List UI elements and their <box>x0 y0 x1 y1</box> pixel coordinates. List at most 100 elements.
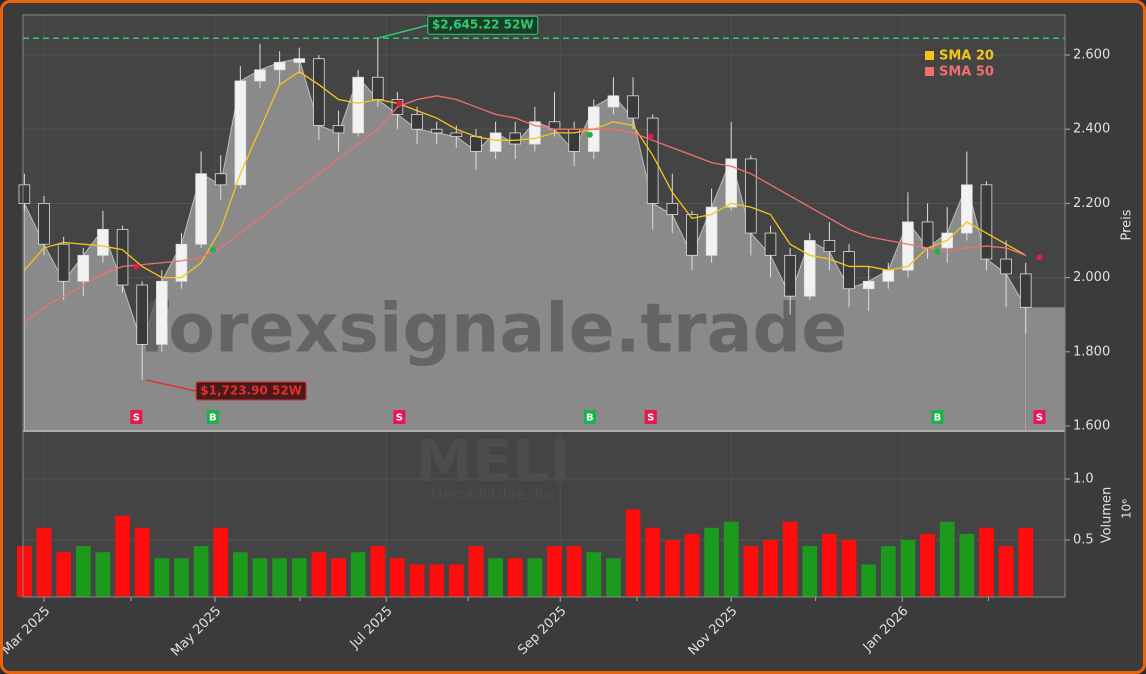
chart: forexsignale.trade MELI MercadoLibre, In… <box>3 14 1135 660</box>
volume-bar <box>841 539 857 597</box>
volume-bar <box>959 533 975 597</box>
candle-body <box>823 240 836 253</box>
volume-bar <box>998 546 1014 597</box>
volume-bar <box>291 558 307 597</box>
candle-body <box>18 184 31 204</box>
volume-bar <box>880 546 896 597</box>
signal-label: S <box>1036 413 1043 424</box>
legend-swatch <box>925 51 934 60</box>
candle-body <box>489 132 502 152</box>
volume-bar <box>448 564 464 597</box>
candle-body <box>529 121 541 145</box>
volume-bar <box>664 539 680 597</box>
volume-axis-label: Volumen <box>1100 487 1115 544</box>
candle-body <box>862 280 875 290</box>
y-tick-label: 1.600 <box>1073 418 1110 433</box>
watermark: forexsignale.trade <box>139 290 848 369</box>
candle-body <box>764 232 777 256</box>
volume-bar <box>979 527 994 597</box>
volume-bar <box>370 546 386 597</box>
candle-body <box>234 80 247 186</box>
symbol: MELI <box>415 427 571 495</box>
volume-bar <box>1018 527 1034 597</box>
y-tick-label: 1.800 <box>1073 344 1110 359</box>
volume-bar <box>154 558 170 597</box>
candle-body <box>686 214 698 256</box>
candle-body <box>38 202 50 245</box>
candle-body <box>430 128 443 134</box>
signal-dot <box>209 246 216 253</box>
volume-bar <box>566 546 582 597</box>
volume-bar <box>782 521 798 597</box>
y-tick-label: 2.400 <box>1073 122 1110 137</box>
candle-body <box>961 184 973 234</box>
candle-body <box>607 95 620 108</box>
volume-bar <box>861 564 877 597</box>
volume-bar <box>900 539 916 597</box>
x-tick-label: Jan 2026 <box>860 604 912 656</box>
signal-dot <box>934 248 941 255</box>
volume-bar <box>822 533 837 597</box>
candle-body <box>921 221 934 249</box>
volume-bar <box>56 552 72 597</box>
signal-badge <box>931 410 944 424</box>
annotation-box <box>427 15 539 35</box>
volume-tick-label: 1.0 <box>1073 471 1094 486</box>
signal-label: B <box>934 413 942 424</box>
candle-body <box>1000 258 1012 275</box>
candle-body <box>784 254 796 297</box>
candle-body <box>214 173 227 186</box>
volume-bar <box>468 546 484 597</box>
candle-body <box>352 76 364 134</box>
volume-bar <box>75 546 91 597</box>
volume-bar <box>547 546 562 597</box>
x-tick-label: May 2025 <box>168 604 224 660</box>
candle-body <box>116 228 129 286</box>
candle-body <box>1019 273 1032 308</box>
x-tick-label: Jul 2025 <box>347 604 396 653</box>
annotation-arrow <box>377 24 428 39</box>
volume-bar <box>429 564 445 597</box>
volume-bar <box>488 558 503 597</box>
signal-dot <box>133 263 140 270</box>
candle-body <box>371 76 384 100</box>
candle-body <box>666 202 679 215</box>
volume-bar <box>645 527 661 597</box>
volume-bar <box>802 546 818 597</box>
signal-badge <box>1033 410 1046 424</box>
signal-label: S <box>647 413 654 424</box>
volume-bar <box>311 552 327 597</box>
volume-unit: 10⁶ <box>1120 499 1134 519</box>
candle-body <box>411 113 423 130</box>
volume-bar <box>625 509 641 597</box>
candle-body <box>882 269 895 282</box>
signal-dot <box>647 133 654 140</box>
candle-body <box>705 206 718 256</box>
volume-bar <box>763 539 778 597</box>
signal-dot <box>396 100 403 107</box>
candle-body <box>745 158 757 234</box>
volume-bar <box>134 527 150 597</box>
candle-body <box>273 62 286 71</box>
y-tick-label: 2.600 <box>1073 47 1110 62</box>
volume-bar <box>17 546 32 597</box>
volume-bar <box>174 558 189 597</box>
volume-bar <box>390 558 405 597</box>
volume-bar <box>272 558 287 597</box>
annotation-label: $1,723.90 52W <box>200 384 302 398</box>
candle-body <box>77 254 90 282</box>
volume-bar <box>920 533 935 597</box>
signal-badge <box>644 410 657 424</box>
signal-label: B <box>209 413 217 424</box>
volume-bar <box>95 552 111 597</box>
volume-bar <box>213 527 229 597</box>
volume-bar <box>939 521 955 597</box>
sma-line <box>23 70 1027 279</box>
volume-bar <box>193 546 209 597</box>
candle-body <box>97 228 109 256</box>
candle-body <box>646 117 659 204</box>
volume-bar <box>409 564 425 597</box>
legend-swatch <box>925 67 934 76</box>
candle-body <box>725 158 738 208</box>
